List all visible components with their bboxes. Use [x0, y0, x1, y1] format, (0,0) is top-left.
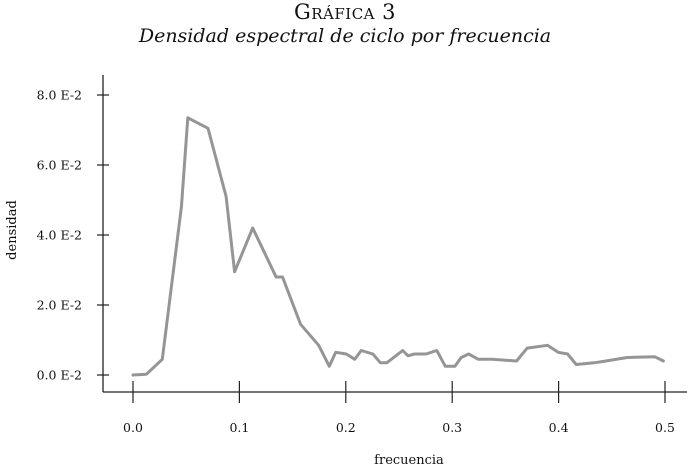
- y-tick-label: 2.0 E-2: [37, 298, 82, 313]
- y-tick-label: 8.0 E-2: [37, 88, 82, 103]
- x-axis-ticks: 0.0 0.1 0.2 0.3 0.4 0.5: [123, 381, 675, 435]
- x-tick-label: 0.0: [123, 420, 143, 435]
- chart-axes: [102, 75, 687, 393]
- x-tick-label: 0.1: [229, 420, 249, 435]
- y-axis-ticks: 0.0 E-2 2.0 E-2 4.0 E-2 6.0 E-2 8.0 E-2: [37, 88, 109, 383]
- x-tick-label: 0.5: [655, 420, 675, 435]
- series-line: [131, 116, 665, 377]
- y-tick-label: 0.0 E-2: [37, 368, 82, 383]
- y-tick-label: 4.0 E-2: [37, 228, 82, 243]
- series-group: [131, 116, 665, 377]
- x-tick-label: 0.4: [549, 420, 569, 435]
- x-tick-label: 0.2: [336, 420, 356, 435]
- y-axis-label: densidad: [5, 200, 20, 260]
- x-axis-label: frecuencia: [374, 453, 444, 468]
- y-tick-label: 6.0 E-2: [37, 158, 82, 173]
- x-tick-label: 0.3: [442, 420, 462, 435]
- chart-subtitle: Densidad espectral de ciclo por frecuenc…: [138, 25, 552, 47]
- chart-title: Gráfica 3: [293, 0, 397, 24]
